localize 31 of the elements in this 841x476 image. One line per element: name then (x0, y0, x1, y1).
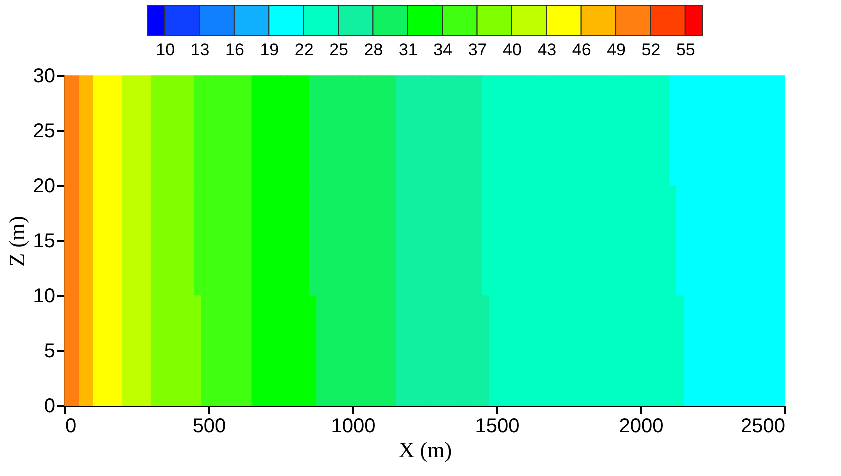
y-tick-label: 25 (33, 120, 56, 142)
y-tick-label: 30 (33, 66, 56, 88)
color-bar-label: 37 (468, 40, 488, 60)
color-bar-label: 43 (538, 40, 557, 60)
color-bar-label: 52 (642, 40, 661, 60)
color-bar-label: 46 (572, 40, 592, 60)
x-axis-title: X (m) (398, 438, 452, 462)
x-tick-label: 1500 (475, 416, 520, 438)
x-tick-label: 0 (66, 416, 77, 438)
y-tick-label: 0 (44, 396, 56, 418)
color-bar-label: 55 (676, 40, 696, 60)
color-bar-label: 31 (398, 40, 418, 60)
color-bar-label: 16 (226, 40, 244, 60)
color-bar-label: 34 (434, 40, 453, 60)
color-bar-label: 40 (503, 40, 522, 60)
color-bar-label: 19 (260, 40, 280, 60)
x-tick-label: 500 (192, 416, 226, 438)
color-bar-label: 13 (190, 40, 210, 60)
y-axis-title: Z (m) (4, 216, 30, 267)
color-bar-label: 10 (156, 40, 176, 60)
color-bar-label: 22 (294, 40, 314, 60)
y-tick-label: 15 (33, 230, 56, 252)
color-bar-label: 28 (364, 40, 384, 60)
y-tick-label: 20 (33, 176, 56, 198)
y-tick-label: 5 (44, 340, 56, 362)
y-tick-label: 10 (33, 286, 56, 308)
color-bar-label: 25 (330, 40, 348, 60)
color-bar-label: 49 (607, 40, 626, 60)
x-tick-label: 2500 (741, 416, 786, 438)
x-tick-label: 1000 (331, 416, 376, 438)
x-tick-label: 2000 (619, 416, 664, 438)
